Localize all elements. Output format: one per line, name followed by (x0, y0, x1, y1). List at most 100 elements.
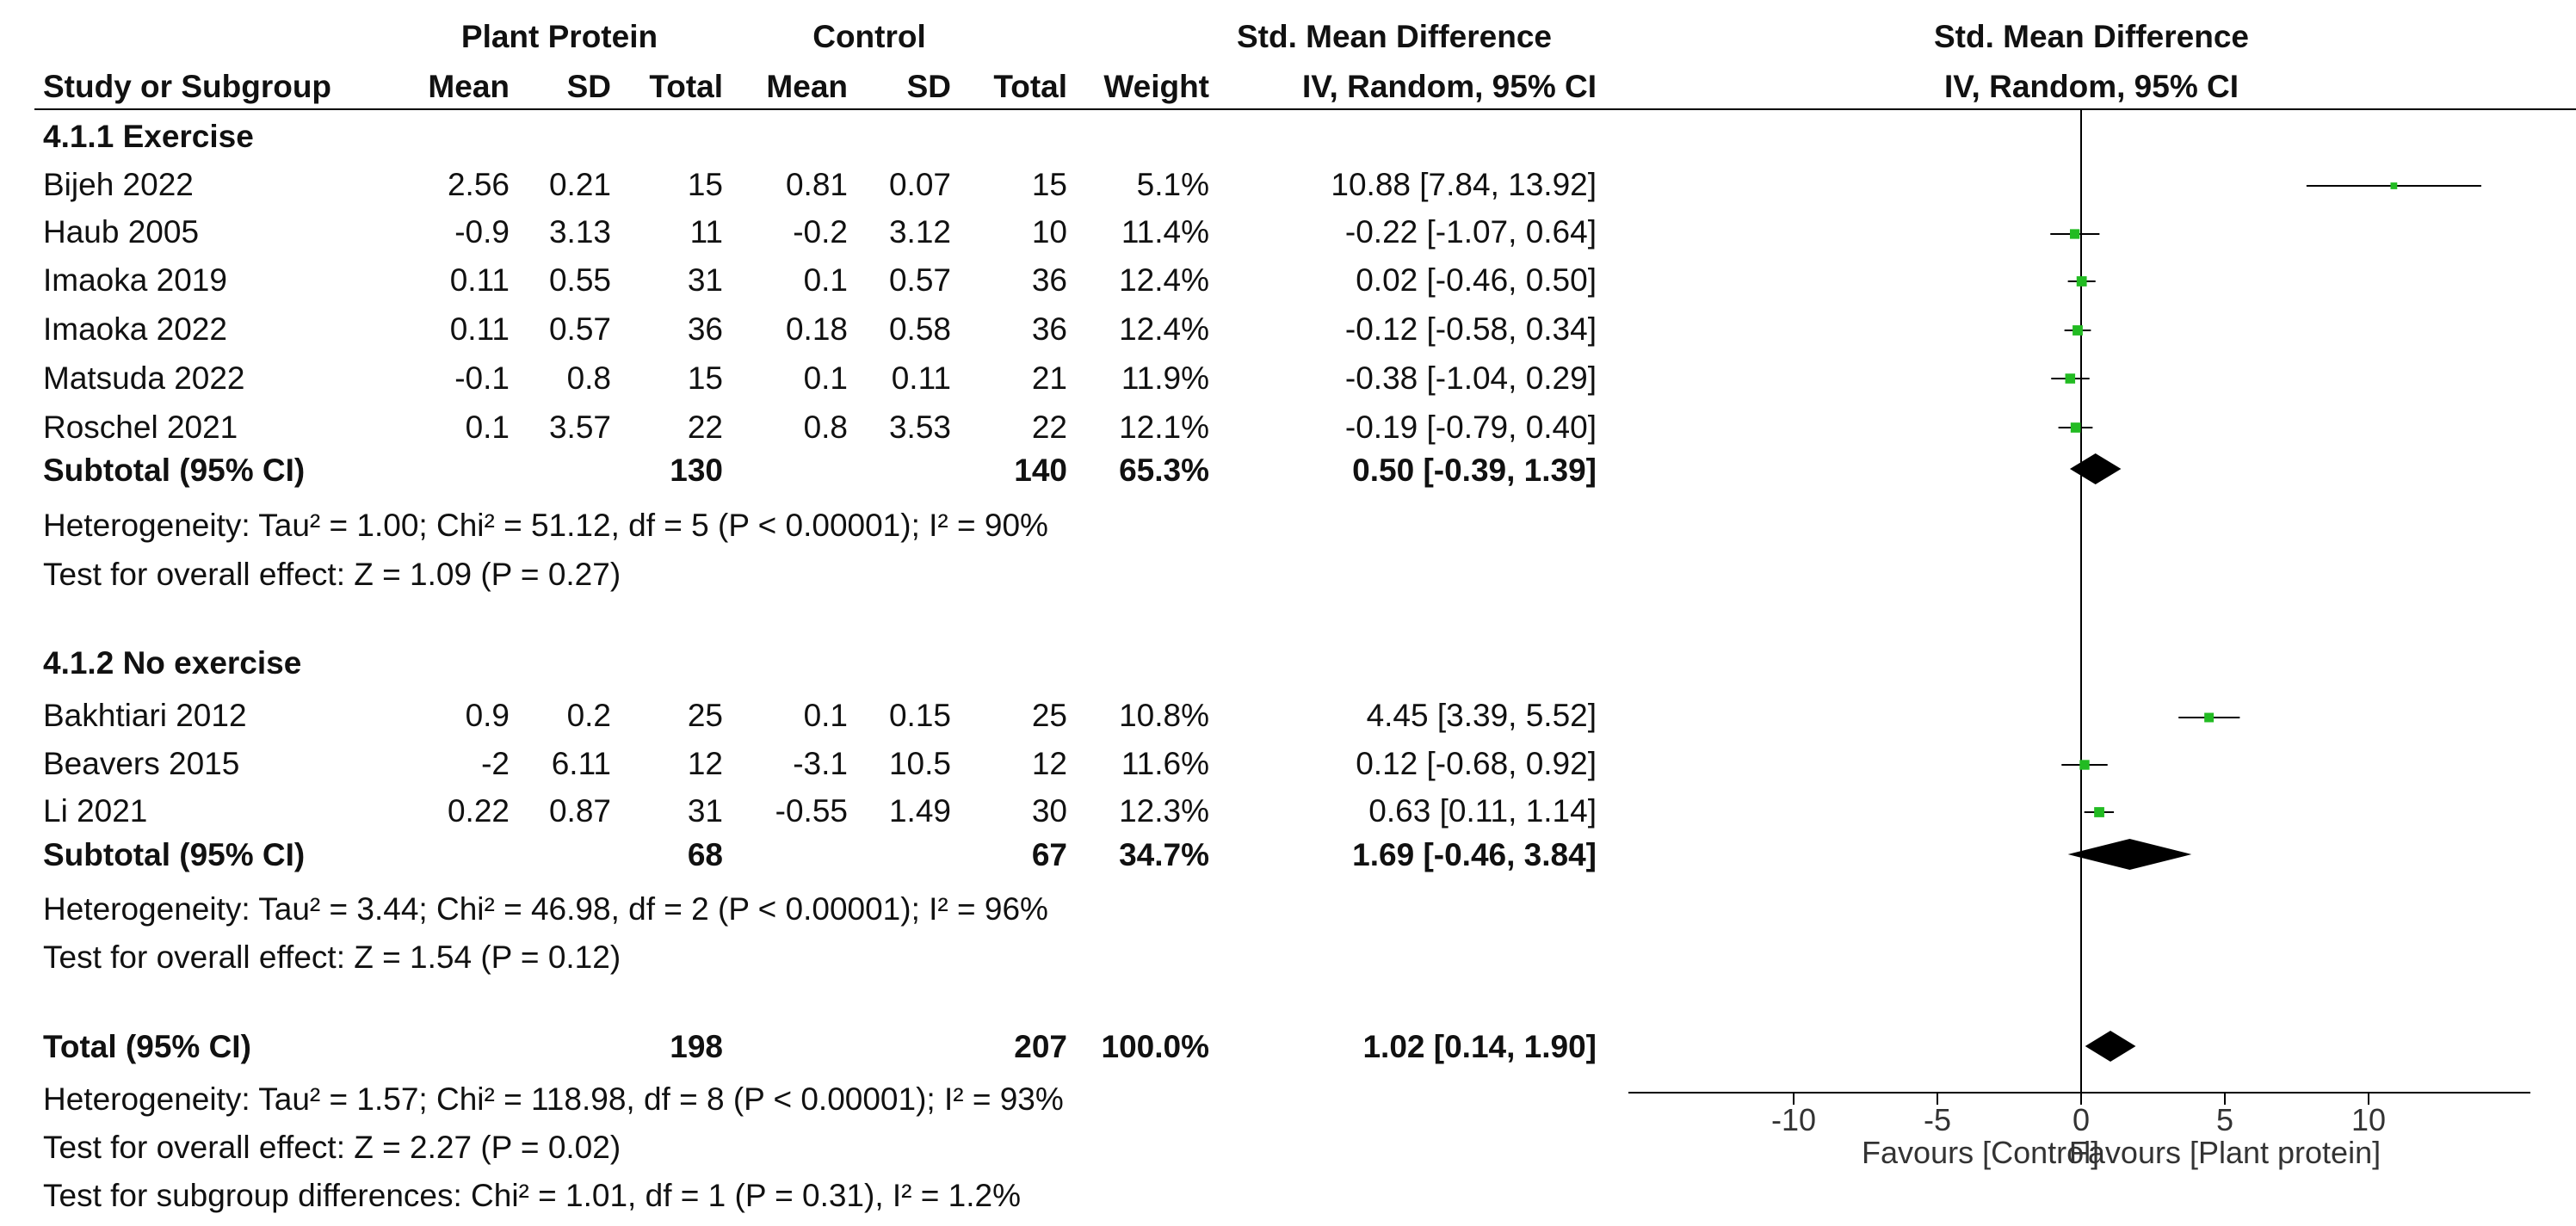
study-point (2070, 229, 2080, 239)
table-row: Bakhtiari 2012 0.9 0.2 25 0.1 0.15 25 10… (0, 699, 1635, 736)
sd-control: 0.15 (888, 698, 951, 733)
col-total-control: Total (993, 69, 1067, 104)
total-overall-effect-text: Test for overall effect: Z = 2.27 (P = 0… (43, 1130, 621, 1165)
sd-control: 0.11 (891, 360, 951, 396)
study-name: Imaoka 2019 (43, 262, 227, 298)
favours-plant-label: Favours [Plant protein] (2069, 1135, 2381, 1170)
mean-control: 0.1 (803, 360, 848, 396)
study-point (2094, 807, 2104, 817)
total-control: 15 (1031, 167, 1067, 202)
weight: 12.4% (1119, 262, 1209, 298)
mean-control: -3.1 (793, 746, 848, 781)
mean-control: -0.2 (793, 214, 848, 250)
table-row: Beavers 2015 -2 6.11 12 -3.1 10.5 12 11.… (0, 748, 1635, 784)
overall-effect-text: Test for overall effect: Z = 1.54 (P = 0… (43, 940, 621, 975)
total-row: Total (95% CI) 198 207 100.0% 1.02 [0.14… (0, 1031, 1635, 1067)
subgroup-title: 4.1.1 Exercise (43, 119, 254, 154)
summary-diamond (2069, 453, 2122, 484)
study-point (2079, 760, 2090, 770)
total-label: Total (95% CI) (43, 1029, 251, 1064)
study-name: Roschel 2021 (43, 410, 238, 445)
total-heterogeneity-text: Heterogeneity: Tau² = 1.57; Chi² = 118.9… (43, 1081, 1064, 1117)
weight: 12.4% (1119, 311, 1209, 347)
total-plant: 31 (687, 793, 723, 829)
weight: 11.9% (1121, 360, 1209, 396)
table-row: Imaoka 2019 0.11 0.55 31 0.1 0.57 36 12.… (0, 264, 1635, 300)
study-point (2070, 422, 2081, 433)
total-plant: 15 (687, 360, 723, 396)
mean-control: 0.1 (803, 262, 848, 298)
sd-plant: 0.87 (548, 793, 611, 829)
study-point (2065, 373, 2076, 384)
weight: 10.8% (1119, 698, 1209, 733)
mean-control: -0.55 (775, 793, 848, 829)
overall-effect-text: Test for overall effect: Z = 1.09 (P = 0… (43, 557, 621, 592)
plot-title: Std. Mean Difference (1934, 19, 2249, 54)
mean-plant: 0.11 (449, 311, 510, 347)
total-plant: 25 (687, 698, 723, 733)
subtotal-label: Subtotal (95% CI) (43, 453, 306, 488)
sd-plant: 3.13 (548, 214, 611, 250)
favours-control-label: Favours [Control] (1862, 1135, 2099, 1170)
mean-plant: 0.1 (465, 410, 510, 445)
total-plant: 36 (687, 311, 723, 347)
col-study: Study or Subgroup (43, 69, 332, 104)
mean-plant: 0.9 (465, 698, 510, 733)
total-plant: 12 (687, 746, 723, 781)
effect-ci: -0.38 [-1.04, 0.29] (1344, 360, 1597, 396)
mean-control: 0.1 (803, 698, 848, 733)
subtotal-row: Subtotal (95% CI) 68 67 34.7% 1.69 [-0.4… (0, 839, 1635, 875)
x-tick-label: -10 (1771, 1102, 1816, 1137)
col-weight: Weight (1103, 69, 1209, 104)
table-row: Roschel 2021 0.1 3.57 22 0.8 3.53 22 12.… (0, 411, 1635, 447)
sd-plant: 0.55 (548, 262, 611, 298)
weight: 11.4% (1121, 214, 1209, 250)
mean-plant: -2 (481, 746, 510, 781)
effect-ci: 0.02 [-0.46, 0.50] (1356, 262, 1597, 298)
subtotal-row: Subtotal (95% CI) 130 140 65.3% 0.50 [-0… (0, 454, 1635, 490)
sd-plant: 0.57 (548, 311, 611, 347)
total-plant: 22 (687, 410, 723, 445)
table-row: Matsuda 2022 -0.1 0.8 15 0.1 0.11 21 11.… (0, 362, 1635, 398)
effect-ci: 0.12 [-0.68, 0.92] (1356, 746, 1597, 781)
study-point (2073, 325, 2083, 336)
weight: 11.6% (1121, 746, 1209, 781)
total-total-plant: 198 (670, 1029, 723, 1064)
mean-plant: -0.9 (454, 214, 510, 250)
weight: 12.1% (1119, 410, 1209, 445)
subtotal-total-plant: 68 (687, 837, 723, 872)
sd-plant: 0.2 (566, 698, 611, 733)
sd-control: 3.53 (888, 410, 951, 445)
total-plant: 31 (687, 262, 723, 298)
study-point (2204, 712, 2215, 723)
study-name: Bakhtiari 2012 (43, 698, 247, 733)
subtotal-total-plant: 130 (670, 453, 723, 488)
subgroup-title: 4.1.2 No exercise (43, 645, 302, 681)
mean-plant: -0.1 (454, 360, 510, 396)
effect-ci: 4.45 [3.39, 5.52] (1366, 698, 1597, 733)
col-mean-plant: Mean (428, 69, 510, 104)
summary-diamond (2067, 839, 2192, 870)
heterogeneity-text: Heterogeneity: Tau² = 1.00; Chi² = 51.12… (43, 508, 1048, 543)
study-point (2076, 276, 2087, 286)
study-point (2390, 182, 2398, 189)
x-tick-label: 10 (2351, 1102, 2386, 1137)
subtotal-total-control: 140 (1014, 453, 1067, 488)
effect-ci: -0.12 [-0.58, 0.34] (1344, 311, 1597, 347)
header-group-plant-protein: Plant Protein (460, 19, 658, 54)
col-mean-control: Mean (766, 69, 848, 104)
subtotal-effect-ci: 1.69 [-0.46, 3.84] (1352, 837, 1597, 872)
study-name: Haub 2005 (43, 214, 200, 250)
table-row: Bijeh 2022 2.56 0.21 15 0.81 0.07 15 5.1… (0, 169, 1635, 205)
weight: 5.1% (1136, 167, 1209, 202)
total-control: 25 (1031, 698, 1067, 733)
sd-control: 1.49 (888, 793, 951, 829)
effect-ci: -0.19 [-0.79, 0.40] (1344, 410, 1597, 445)
sd-plant: 3.57 (548, 410, 611, 445)
total-control: 36 (1031, 262, 1067, 298)
effect-ci: 0.63 [0.11, 1.14] (1368, 793, 1597, 829)
effect-ci: -0.22 [-1.07, 0.64] (1344, 214, 1597, 250)
study-name: Li 2021 (43, 793, 148, 829)
mean-plant: 0.22 (447, 793, 510, 829)
